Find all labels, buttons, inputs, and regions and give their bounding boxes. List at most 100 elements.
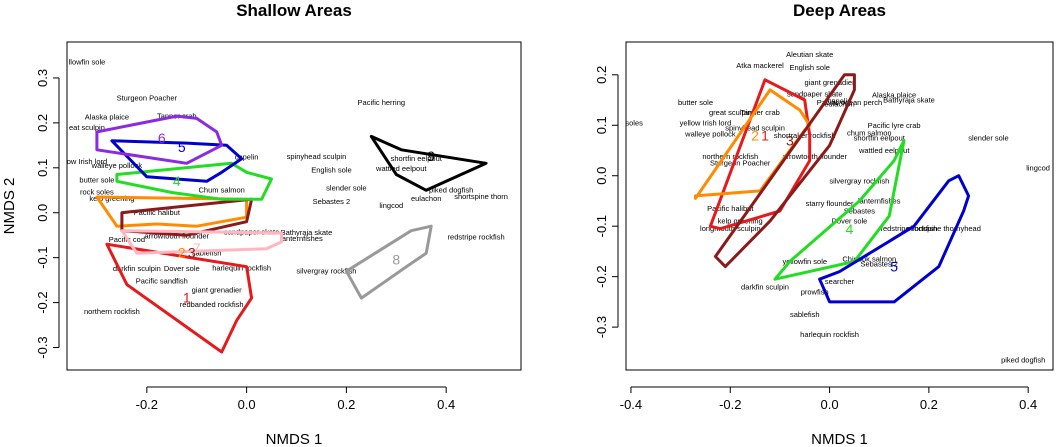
species-label-shortraker-rockfish: shortraker rockfish: [774, 131, 836, 140]
species-label-shortspine-thorn: shortspine thorn: [454, 192, 508, 201]
species-label-butter-sole: butter sole: [678, 98, 713, 107]
species-label-sandpaper-skate: sandpaper skate: [787, 89, 842, 98]
species-label-redstripe-rockfish: redstripe rockfish: [448, 233, 505, 242]
species-label-pacific-lyre-crab: Pacific lyre crab: [868, 121, 921, 130]
group-hull-8: [344, 224, 433, 300]
species-label-wattled-eelpout: wattled eelpout: [858, 146, 910, 155]
y-tick-label: 0.0: [35, 204, 50, 222]
species-label-shortfin-eelpout: shortfin eelpout: [854, 133, 906, 142]
x-tick-label: 0.2: [337, 397, 355, 412]
group-label-5: 5: [178, 139, 186, 155]
species-label-longmouth-sculpin: longmouth sculpin: [700, 224, 760, 233]
x-tick-label: -0.4: [620, 397, 642, 412]
species-label-tanner-crab: Tanner crab: [740, 108, 780, 117]
species-label-shortfin-eelpout: shortfin eelpout: [391, 154, 443, 163]
chart-title: Shallow Areas: [236, 1, 352, 20]
species-label-shortspine-thornyhead: shortspine thornyhead: [907, 224, 981, 233]
species-label-pacific-halibut: Pacific halibut: [707, 204, 754, 213]
species-label-capelin: capelin: [828, 97, 852, 106]
species-label-sturgeon-poacher: Sturgeon Poacher: [710, 159, 771, 168]
species-label-pacific-herring: Pacific herring: [358, 98, 406, 107]
group-hull-6: [95, 114, 224, 165]
species-label-starry-flounder: starry flounder: [806, 199, 854, 208]
species-label-english-sole: English sole: [789, 63, 829, 72]
species-label-chum-salmon: chum salmon: [847, 128, 892, 137]
species-label-rock-soles: rock soles: [609, 118, 643, 127]
species-label-pacific-halibut: Pacific halibut: [134, 208, 181, 217]
species-label-spinyhead-sculpin: spinyhead sculpin: [725, 123, 785, 132]
species-label-slender-sole: slender sole: [326, 183, 366, 192]
y-tick-label: -0.2: [35, 291, 50, 313]
species-label-alaska-plaice: Alaska plaice: [85, 113, 129, 122]
species-label-chum-salmon: Chum salmon: [199, 186, 245, 195]
species-label-rock-soles: rock soles: [80, 187, 114, 196]
y-tick-label: 0.2: [35, 114, 50, 132]
deep-areas-panel: Deep Areas -0.4 -0.2 0.0 0.2 0.4 -0.3 -0.2 -0.1 0…: [594, 1, 1054, 447]
species-label-yellowfin-sole: yellowfin sole: [782, 257, 827, 266]
group-hull-5: [110, 139, 244, 183]
species-label-yellow-irish-lord: yellow Irish lord: [680, 118, 732, 127]
y-tick-label: 0.2: [594, 66, 609, 84]
y-axis-label: NMDS 2: [1, 178, 18, 235]
group-label-4: 4: [173, 173, 181, 189]
x-tick-label: 0.4: [1019, 397, 1037, 412]
species-label-giant-grenadier: giant grenadier: [192, 286, 243, 295]
species-label-llowfin-sole: llowfin sole: [69, 57, 106, 66]
group-hull-1: [105, 242, 254, 354]
species-label-prowfish: prowfish: [801, 287, 829, 296]
group-label-1: 1: [183, 290, 191, 306]
species-label-piked-dogfish: piked dogfish: [429, 186, 473, 195]
group-label-1: 1: [761, 127, 769, 143]
species-label-english-sole: English sole: [311, 165, 351, 174]
species-label-dover-sole: Dover sole: [832, 217, 868, 226]
species-label-silvergray-rockfish: silvergray rockfish: [829, 176, 889, 185]
group-label-4: 4: [846, 221, 854, 237]
species-label-searcher: searcher: [825, 277, 855, 286]
species-label-bathyraja-skate: Bathyraja skate: [883, 96, 935, 105]
x-tick-label: 0.0: [821, 397, 839, 412]
plot-frame: [66, 41, 522, 371]
species-label-walleye-pollock: walleye pollock: [91, 161, 143, 170]
species-label-sebastes: Sebastes: [844, 207, 876, 216]
y-tick-label: -0.2: [594, 265, 609, 287]
species-label-atka-mackerel: Atka mackerel: [736, 61, 784, 70]
species-label-dover-sole: Dover sole: [164, 264, 200, 273]
species-label-sebastes-2: Sebastes 2: [313, 197, 351, 206]
group-hull-4: [115, 161, 273, 201]
y-tick-label: 0.0: [594, 167, 609, 185]
species-label-northern-rockfish: northern rockfish: [84, 307, 140, 316]
species-label-butter-sole: butter sole: [79, 176, 114, 185]
y-tick-label: 0.3: [35, 69, 50, 87]
species-label-walleye-pollock: walleye pollock: [684, 129, 736, 138]
species-label-lanternfishes: lanternfishes: [280, 234, 323, 243]
species-label-alaska-plaice: Alaska plaice: [872, 91, 916, 100]
species-label-capelin: capelin: [235, 153, 259, 162]
x-tick-label: 0.2: [920, 397, 938, 412]
species-label-aleutian-skate: Aleutian skate: [786, 50, 833, 59]
species-label-slender-sole: slender sole: [968, 133, 1008, 142]
species-label-harlequin-rockfish: harlequin rockfish: [212, 263, 271, 272]
species-label-sturgeon-poacher: Sturgeon Poacher: [117, 93, 178, 102]
species-label-lingcod: lingcod: [1026, 164, 1050, 173]
group-hull-7: [120, 229, 283, 255]
x-tick-label: -0.2: [719, 397, 741, 412]
species-label-darkfin-sculpin: darkfin sculpin: [113, 264, 161, 273]
y-tick-label: -0.3: [35, 336, 50, 358]
group-label-8: 8: [392, 251, 400, 267]
species-label-silvergray-rockfish: silvergray rockfish: [296, 266, 356, 275]
species-label-eulachon: eulachon: [824, 100, 854, 109]
group-label-2: 2: [751, 127, 759, 143]
group-hull-1: [708, 78, 812, 231]
group-label-6: 6: [158, 130, 166, 146]
species-label-harlequin-rockfish: harlequin rockfish: [800, 330, 859, 339]
group-label-7: 7: [193, 240, 201, 256]
x-tick-label: 0.4: [437, 397, 455, 412]
y-tick-label: -0.1: [594, 215, 609, 237]
species-label-wattled-eelpout: wattled eelpout: [375, 164, 427, 173]
species-label-darkfin-sculpin: darkfin sculpin: [741, 282, 789, 291]
group-label-2: 2: [178, 245, 186, 261]
species-label-sablefish: sablefish: [790, 310, 820, 319]
group-hull-3: [120, 197, 254, 237]
